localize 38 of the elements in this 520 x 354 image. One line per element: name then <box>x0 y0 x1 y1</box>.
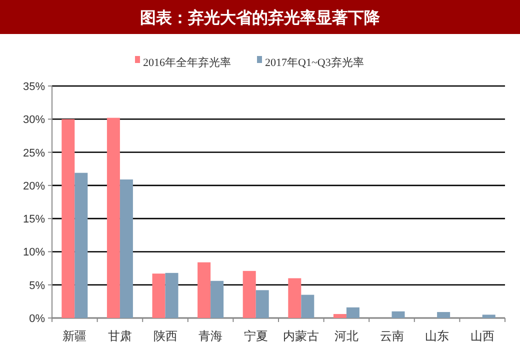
x-tick-label: 宁夏 <box>244 329 268 343</box>
legend-label: 2017年Q1~Q3弃光率 <box>265 56 364 69</box>
bar <box>392 311 405 318</box>
x-tick-label: 甘肃 <box>108 329 132 343</box>
x-tick-label: 河北 <box>334 329 358 343</box>
bar <box>165 272 178 318</box>
bar <box>62 119 75 318</box>
bar <box>288 278 302 318</box>
chart-title: 图表：弃光大省的弃光率显著下降 <box>140 8 381 27</box>
bar <box>74 172 88 318</box>
y-tick-label: 15% <box>22 214 46 226</box>
y-tick-label: 10% <box>22 246 46 259</box>
bar <box>333 314 346 318</box>
bar <box>301 294 314 318</box>
x-tick-label: 新疆 <box>62 329 87 343</box>
bar <box>437 312 450 318</box>
bar <box>210 280 224 318</box>
x-tick-label: 山西 <box>470 329 494 343</box>
y-tick-label: 25% <box>22 147 46 160</box>
bar <box>198 262 211 318</box>
y-tick-label: 0% <box>29 313 46 325</box>
x-tick-label: 内蒙古 <box>283 329 320 343</box>
bar <box>120 179 133 318</box>
bar <box>106 118 120 318</box>
bar <box>152 274 166 318</box>
x-tick-label: 陕西 <box>153 329 178 343</box>
x-tick-label: 山东 <box>425 329 450 343</box>
y-tick-label: 5% <box>29 280 46 292</box>
x-tick-label: 云南 <box>380 329 404 343</box>
bar <box>256 290 269 318</box>
x-tick-label: 青海 <box>198 329 223 343</box>
legend-label: 2016年全年弃光率 <box>143 56 231 69</box>
y-tick-label: 20% <box>22 180 46 192</box>
y-tick-label: 30% <box>22 114 46 126</box>
y-tick-label: 35% <box>22 81 46 93</box>
bar <box>242 270 256 318</box>
bar <box>482 314 496 318</box>
bar <box>346 307 360 318</box>
